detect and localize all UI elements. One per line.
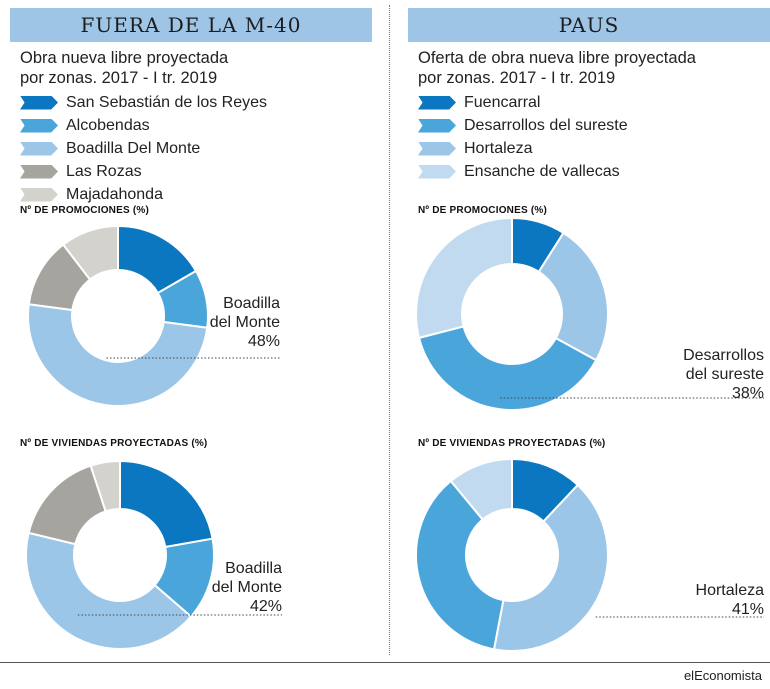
- callout-category-label: Hortaleza: [696, 582, 765, 599]
- donut-slice-hortaleza: [492, 483, 609, 652]
- panel-divider: [389, 5, 390, 655]
- arrow-icon: [418, 118, 456, 133]
- donut-slice-desarrollos-del-sureste: [415, 479, 505, 651]
- arrow-icon: [20, 141, 58, 156]
- panel-header: PAUS: [408, 8, 770, 42]
- legend-label: Majadahonda: [66, 185, 163, 203]
- callout-percent-label: 41%: [732, 601, 764, 618]
- arrow-icon: [20, 95, 58, 110]
- legend-label: San Sebastián de los Reyes: [66, 93, 268, 111]
- arrow-icon: [20, 164, 58, 179]
- donut-slice-majadahonda: [89, 459, 121, 513]
- donut-chart-promociones: Boadilla del Monte 48%: [27, 224, 280, 407]
- arrow-icon: [20, 118, 58, 133]
- panel-paus: PAUS Oferta de obra nueva libre proyecta…: [408, 0, 770, 662]
- panel-fuera-m40: FUERA DE LA M-40 Obra nueva libre proyec…: [10, 0, 372, 662]
- donut-slice-boadilla-del-monte: [25, 531, 193, 650]
- legend-item: Las Rozas: [20, 162, 267, 181]
- arrow-icon: [20, 187, 58, 202]
- callout-category-label: del sureste: [686, 366, 764, 383]
- donut-chart-promociones: Desarrollos del sureste 38%: [415, 216, 764, 411]
- donut-slice-hortaleza: [537, 231, 609, 362]
- legend-item: San Sebastián de los Reyes: [20, 93, 267, 112]
- legend-label: Fuencarral: [464, 93, 541, 111]
- legend-label: Ensanche de vallecas: [464, 162, 620, 180]
- legend-label: Alcobendas: [66, 116, 150, 134]
- donut-chart-viviendas: Hortaleza 41%: [415, 457, 765, 652]
- section-title-viviendas: Nº DE VIVIENDAS PROYECTADAS (%): [20, 438, 208, 449]
- legend-label: Las Rozas: [66, 162, 142, 180]
- donut-slice-desarrollos-del-sureste: [417, 325, 598, 411]
- callout-percent-label: 38%: [732, 385, 764, 402]
- legend-item: Desarrollos del sureste: [418, 116, 628, 135]
- panel-header: FUERA DE LA M-40: [10, 8, 372, 42]
- footer-rule: [0, 662, 770, 663]
- section-title-viviendas: Nº DE VIVIENDAS PROYECTADAS (%): [418, 438, 606, 449]
- donut-slice-boadilla-del-monte: [27, 303, 209, 407]
- legend-label: Boadilla Del Monte: [66, 139, 201, 157]
- donut-slice-ensanche-de-vallecas: [449, 457, 513, 521]
- donut-slice-ensanche-de-vallecas: [415, 216, 513, 340]
- arrow-icon: [418, 141, 456, 156]
- callout-category-label: Boadilla: [223, 295, 280, 312]
- legend-item: Boadilla Del Monte: [20, 139, 267, 158]
- panel-subtitle: Oferta de obra nueva libre proyectada po…: [418, 48, 758, 88]
- legend-item: Alcobendas: [20, 116, 267, 135]
- panel-subtitle: Obra nueva libre proyectada por zonas. 2…: [20, 48, 360, 88]
- callout-percent-label: 42%: [250, 598, 282, 615]
- section-title-promociones: Nº DE PROMOCIONES (%): [20, 205, 149, 216]
- callout-category-label: del Monte: [212, 579, 282, 596]
- legend-label: Desarrollos del sureste: [464, 116, 628, 134]
- callout-percent-label: 48%: [248, 333, 280, 350]
- arrow-icon: [418, 164, 456, 179]
- donut-chart-viviendas: Boadilla del Monte 42%: [25, 459, 282, 650]
- donut-slice-majadahonda: [61, 224, 119, 281]
- legend-item: Majadahonda: [20, 185, 267, 204]
- subtitle-line-2: por zonas. 2017 - I tr. 2019: [418, 69, 616, 87]
- section-title-promociones: Nº DE PROMOCIONES (%): [418, 205, 547, 216]
- callout-category-label: del Monte: [210, 314, 280, 331]
- legend-item: Fuencarral: [418, 93, 628, 112]
- callout-category-label: Boadilla: [225, 560, 282, 577]
- legend: Fuencarral Desarrollos del sureste Horta…: [418, 93, 628, 185]
- legend-item: Hortaleza: [418, 139, 628, 158]
- subtitle-line-2: por zonas. 2017 - I tr. 2019: [20, 69, 218, 87]
- brand-logo: elEconomista: [683, 668, 762, 683]
- donut-slice-san-sebastian-de-los-reyes: [119, 459, 214, 549]
- legend-item: Ensanche de vallecas: [418, 162, 628, 181]
- subtitle-line-1: Obra nueva libre proyectada: [20, 49, 229, 67]
- subtitle-line-1: Oferta de obra nueva libre proyectada: [418, 49, 696, 67]
- arrow-icon: [418, 95, 456, 110]
- legend-label: Hortaleza: [464, 139, 533, 157]
- callout-category-label: Desarrollos: [683, 347, 764, 364]
- legend: San Sebastián de los Reyes Alcobendas Bo…: [20, 93, 267, 208]
